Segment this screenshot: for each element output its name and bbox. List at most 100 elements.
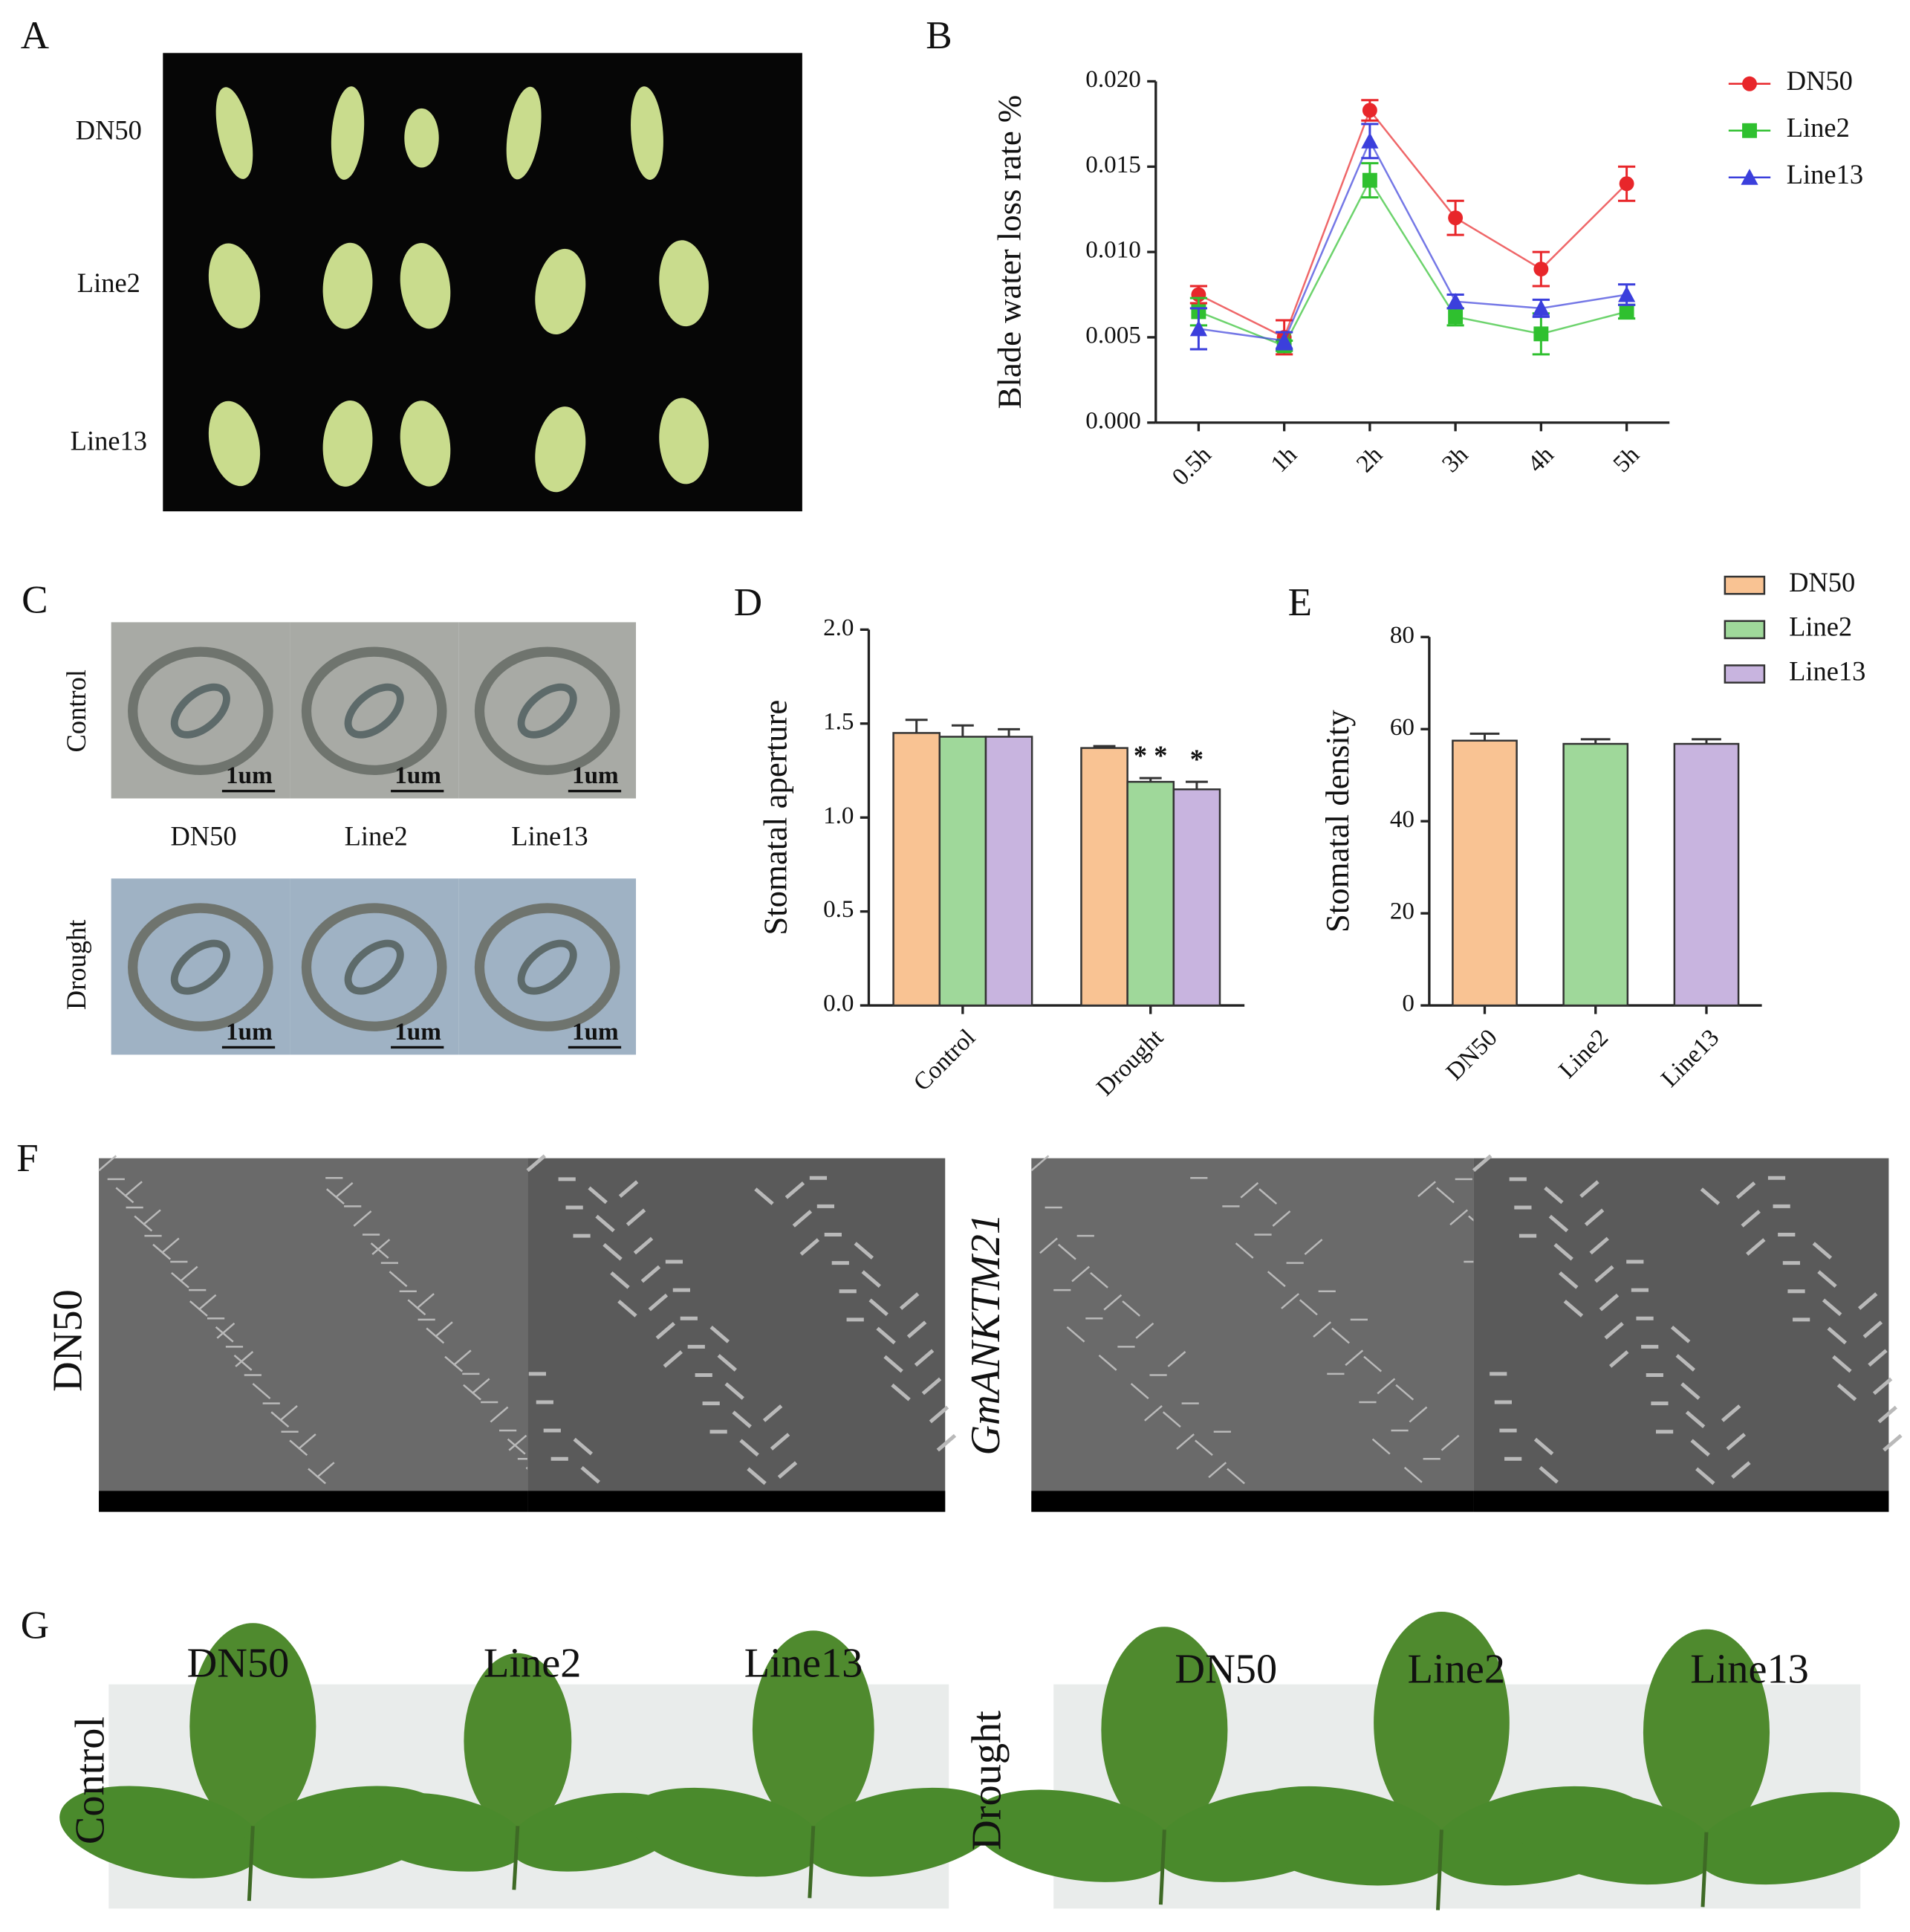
legend-label: Line2 bbox=[1787, 113, 1850, 143]
texture bbox=[1030, 1155, 1050, 1172]
point bbox=[1362, 103, 1377, 118]
texture bbox=[1579, 1180, 1599, 1198]
texture bbox=[1176, 1433, 1195, 1450]
point bbox=[1742, 76, 1757, 91]
y-tick-label: 40 bbox=[1390, 805, 1414, 833]
y-tick-label: 0.0 bbox=[823, 990, 854, 1017]
texture bbox=[416, 1293, 435, 1309]
texture bbox=[762, 1404, 783, 1422]
texture bbox=[1539, 1465, 1559, 1484]
texture bbox=[595, 1214, 615, 1233]
texture bbox=[235, 1351, 254, 1367]
texture bbox=[189, 1300, 208, 1317]
y-tick-label: 0 bbox=[1402, 990, 1414, 1017]
bar bbox=[984, 736, 1033, 1007]
texture bbox=[115, 1187, 134, 1204]
texture bbox=[198, 1294, 217, 1311]
texture bbox=[1675, 1354, 1696, 1372]
x-tick-label: 5h bbox=[1608, 441, 1645, 478]
texture bbox=[861, 1270, 881, 1288]
texture bbox=[724, 1382, 744, 1400]
bar bbox=[1080, 747, 1128, 1007]
texture bbox=[1235, 1242, 1254, 1259]
texture bbox=[1167, 1351, 1186, 1367]
texture bbox=[1746, 1238, 1766, 1256]
point bbox=[1619, 176, 1634, 192]
texture bbox=[717, 1354, 737, 1372]
scale-strip bbox=[527, 1491, 946, 1512]
texture bbox=[1822, 1298, 1842, 1317]
guard-cell bbox=[301, 903, 447, 1031]
legend-label: DN50 bbox=[1787, 66, 1853, 96]
point bbox=[1619, 304, 1634, 320]
x-tick-label: Line2 bbox=[1553, 1024, 1614, 1084]
leaflet bbox=[1643, 1629, 1770, 1836]
label: A bbox=[21, 14, 49, 57]
label: Line13 bbox=[71, 426, 147, 456]
texture bbox=[1449, 1209, 1469, 1226]
texture bbox=[1071, 1265, 1091, 1283]
texture bbox=[134, 1215, 153, 1232]
bar bbox=[1452, 739, 1518, 1007]
texture bbox=[353, 1210, 372, 1227]
bar bbox=[1562, 742, 1629, 1007]
label: 1um bbox=[226, 1018, 273, 1046]
y-axis-label: Blade water loss rate % bbox=[991, 95, 1028, 409]
y-tick-label: 0.005 bbox=[1085, 322, 1141, 349]
texture bbox=[709, 1325, 730, 1343]
texture bbox=[1548, 1214, 1569, 1233]
texture bbox=[936, 1433, 957, 1452]
significance: * * bbox=[1134, 741, 1168, 771]
texture bbox=[770, 1433, 790, 1450]
texture bbox=[1680, 1382, 1701, 1400]
texture bbox=[279, 1405, 298, 1422]
x-tick-label: Control bbox=[908, 1024, 981, 1097]
texture bbox=[914, 1349, 935, 1367]
texture bbox=[640, 1265, 661, 1283]
label: DN50 bbox=[76, 115, 142, 145]
leaf bbox=[631, 86, 663, 180]
texture bbox=[326, 1188, 345, 1205]
texture bbox=[1066, 1326, 1085, 1343]
bar bbox=[1126, 780, 1175, 1007]
x-tick-label: 2h bbox=[1351, 441, 1388, 478]
point bbox=[1532, 299, 1550, 316]
x-tick-label: DN50 bbox=[1440, 1024, 1502, 1086]
x-tick-label: 1h bbox=[1265, 441, 1302, 478]
texture bbox=[1731, 1461, 1751, 1479]
scale-strip bbox=[1473, 1491, 1889, 1512]
guard-cell bbox=[170, 939, 230, 995]
y-tick-label: 0.010 bbox=[1085, 236, 1141, 264]
texture bbox=[799, 1238, 820, 1256]
legend-swatch bbox=[1724, 664, 1766, 684]
label: Line2 bbox=[77, 268, 140, 298]
texture bbox=[754, 1187, 774, 1205]
series-line bbox=[1198, 108, 1628, 339]
stem bbox=[512, 1826, 520, 1890]
texture bbox=[1403, 1466, 1423, 1483]
label: C bbox=[22, 579, 48, 622]
y-tick-label: 1.0 bbox=[823, 802, 854, 829]
leaf bbox=[659, 240, 709, 327]
texture bbox=[573, 1437, 593, 1456]
texture bbox=[1331, 1327, 1350, 1344]
point bbox=[1618, 285, 1636, 302]
texture bbox=[471, 1378, 490, 1395]
texture bbox=[1098, 1355, 1117, 1371]
texture bbox=[1599, 1293, 1620, 1312]
texture bbox=[216, 1322, 235, 1339]
texture bbox=[906, 1320, 927, 1338]
legend-label: Line2 bbox=[1789, 612, 1852, 642]
texture bbox=[1103, 1294, 1123, 1311]
leaflet bbox=[752, 1630, 874, 1829]
legend-swatch bbox=[1724, 620, 1766, 640]
leaflet bbox=[1696, 1792, 1900, 1885]
texture bbox=[929, 1405, 949, 1424]
sem-image bbox=[99, 1158, 528, 1512]
texture bbox=[648, 1293, 669, 1312]
texture bbox=[1868, 1349, 1888, 1367]
texture bbox=[1195, 1439, 1213, 1456]
texture bbox=[626, 1208, 646, 1227]
texture bbox=[1812, 1242, 1833, 1260]
label: 1um bbox=[394, 1018, 441, 1046]
